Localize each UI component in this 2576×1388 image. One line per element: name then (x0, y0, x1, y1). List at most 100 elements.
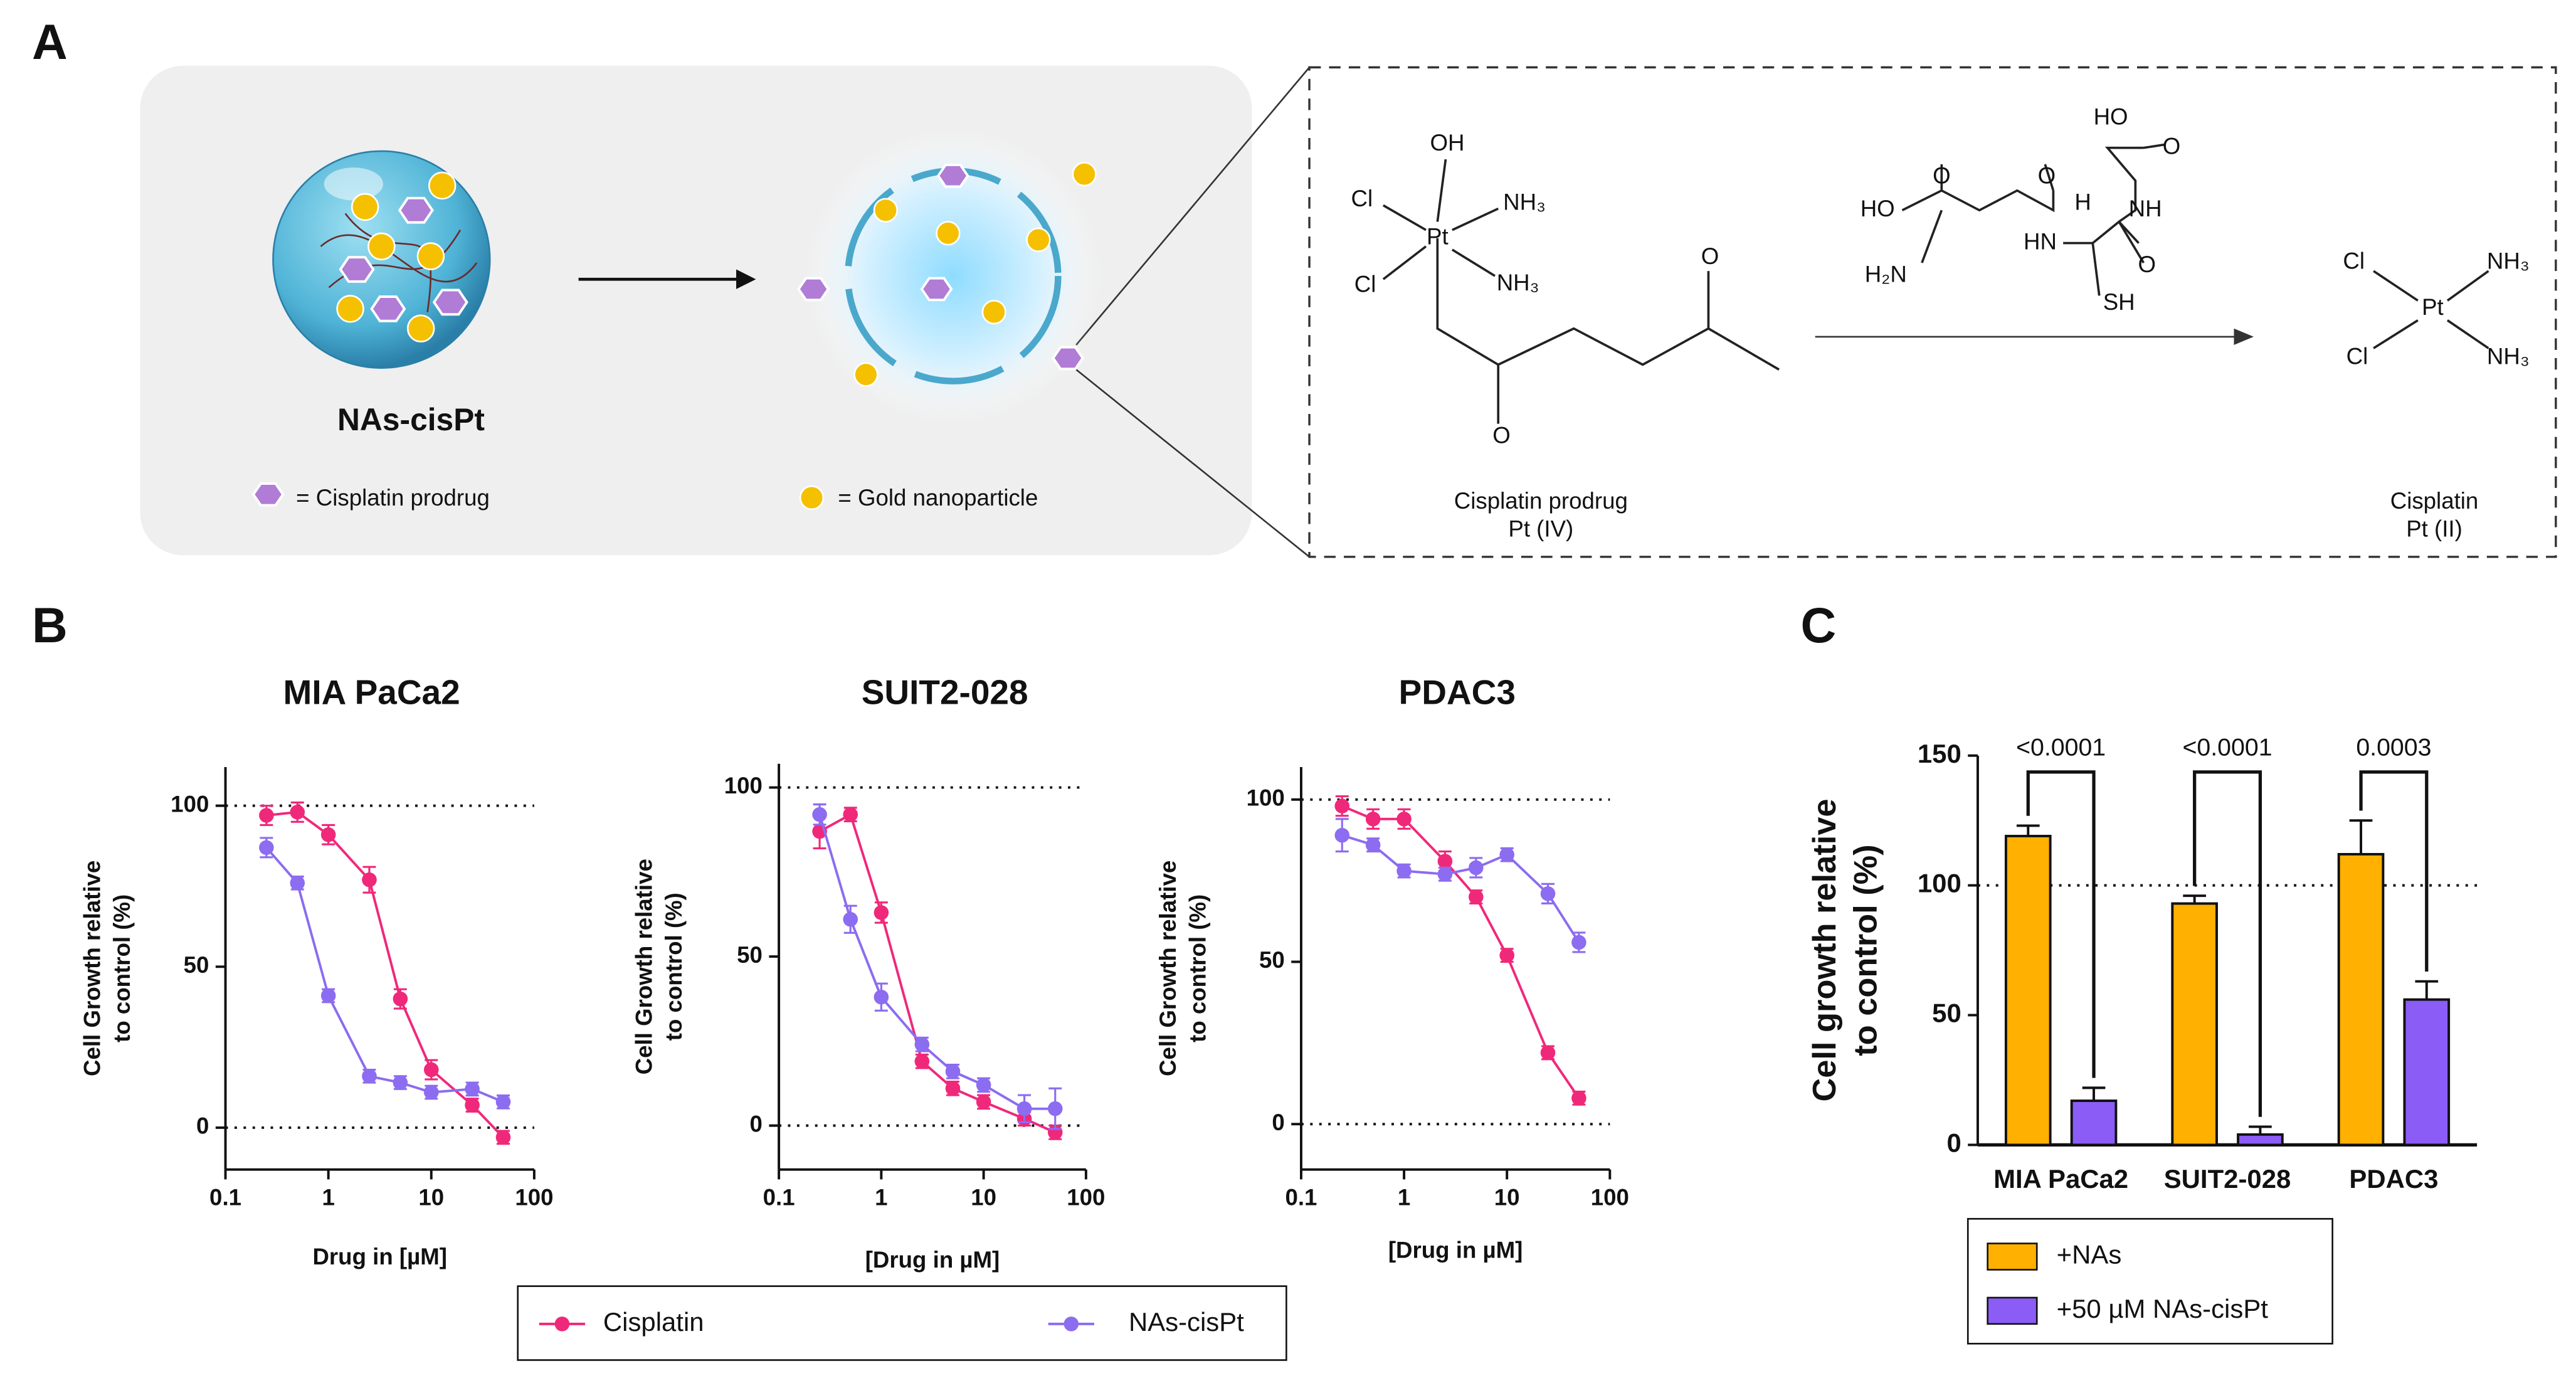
y-tick-label: 0 (1272, 1110, 1284, 1135)
data-point (1571, 1091, 1586, 1106)
x-tick-label: 10 (418, 1185, 444, 1211)
zoom-line (1075, 369, 1310, 558)
data-point (424, 1084, 439, 1100)
atom-label: NH₃ (1497, 270, 1539, 295)
atom-label: NH (2129, 196, 2162, 221)
data-point (259, 840, 274, 856)
gold-icon (351, 193, 379, 221)
atom-label: NH₃ (2487, 248, 2530, 274)
x-axis-label: [Drug in µM] (865, 1247, 1000, 1273)
y-tick-label: 50 (1932, 999, 1961, 1028)
p-value: <0.0001 (2183, 734, 2272, 761)
data-point (1396, 812, 1412, 827)
legend-label: +50 µM NAs-cisPt (2057, 1294, 2269, 1323)
x-tick-label: 0.1 (1285, 1185, 1317, 1211)
data-point (465, 1098, 480, 1113)
y-axis-label: Cell growth relative (1807, 799, 1843, 1102)
x-axis-label: [Drug in µM] (1388, 1237, 1523, 1263)
y-tick-label: 0 (196, 1113, 209, 1139)
highlight (324, 167, 383, 201)
atom-label: HO (2094, 103, 2128, 129)
series-line (819, 812, 1056, 1134)
data-point (1499, 847, 1514, 862)
x-tick-label: 100 (1591, 1185, 1629, 1211)
atom-label: HO (1861, 196, 1895, 221)
y-tick-label: 0 (1946, 1128, 1961, 1157)
panel-label: C (1801, 598, 1837, 653)
x-tick-label: SUIT2-028 (2164, 1164, 2291, 1194)
y-axis-label: to control (%) (1847, 844, 1884, 1056)
significance-bracket (2359, 770, 2429, 972)
compound-name: Pt (IV) (1508, 516, 1573, 542)
significance-bracket (2026, 770, 2096, 1078)
data-point (259, 808, 274, 823)
legend-label: Cisplatin (603, 1307, 704, 1337)
data-point (393, 991, 408, 1007)
data-point (393, 1075, 408, 1090)
data-point (874, 989, 889, 1005)
y-tick-label: 100 (1918, 869, 1961, 898)
y-axis-label: Cell Growth relative (1155, 861, 1181, 1076)
data-point (843, 807, 858, 822)
legend-box (517, 1285, 1287, 1361)
chart-title: SUIT2-028 (862, 672, 1028, 711)
data-point (320, 988, 336, 1004)
gold-icon (936, 221, 961, 246)
prodrug-icon (339, 256, 375, 283)
gold-icon (873, 198, 899, 223)
atom-label: O (2038, 163, 2056, 189)
legend-label: +NAs (2057, 1240, 2122, 1269)
atom-label: Pt (1427, 223, 1449, 249)
atom-label: HN (2024, 228, 2057, 254)
atom-label: NH₃ (1503, 189, 1546, 215)
compound-name: Pt (II) (2406, 516, 2463, 542)
data-point (1437, 867, 1453, 882)
gold-icon (336, 295, 364, 323)
atom-label: O (1492, 422, 1511, 448)
error-bar (2082, 1086, 2106, 1101)
p-value: <0.0001 (2016, 734, 2106, 761)
gold-icon (799, 485, 825, 511)
legend-swatch (1987, 1296, 2038, 1325)
panel-label: B (32, 598, 68, 653)
significance-bracket (2193, 770, 2262, 1117)
data-point (1334, 827, 1350, 843)
y-axis-label: Cell Growth relative (631, 859, 657, 1074)
data-point (976, 1094, 991, 1110)
x-tick-label: PDAC3 (2349, 1164, 2438, 1194)
error-bar (2415, 980, 2439, 1000)
data-point (495, 1094, 511, 1110)
series-line (818, 814, 1055, 1110)
gold-icon (416, 242, 445, 270)
y-axis-label: to control (%) (109, 894, 135, 1042)
gold-icon (1026, 227, 1051, 253)
legend-swatch (1987, 1242, 2038, 1271)
data-point (1396, 863, 1412, 879)
prodrug-icon (797, 277, 830, 302)
legend-marker (554, 1316, 570, 1332)
atom-label: Pt (2422, 294, 2444, 320)
zoom-box (1308, 66, 2557, 558)
y-tick-label: 100 (171, 791, 209, 817)
legend-text: = Gold nanoparticle (838, 485, 1038, 511)
data-point (874, 905, 889, 920)
x-tick-label: 0.1 (763, 1185, 795, 1211)
data-point (914, 1054, 930, 1069)
atom-label: OH (1430, 130, 1465, 156)
compound-name: Cisplatin (2390, 488, 2479, 514)
y-axis-label: to control (%) (1185, 894, 1210, 1042)
y-tick-label: 50 (1259, 947, 1285, 973)
atom-label: NH₃ (2487, 344, 2530, 369)
caption: NAs-cisPt (337, 402, 485, 437)
data-point (976, 1078, 991, 1093)
error-bar (2016, 824, 2040, 836)
atom-label: H (2074, 189, 2091, 215)
data-point (362, 872, 377, 887)
atom-label: O (2163, 133, 2181, 159)
bar (2337, 852, 2385, 1147)
gold-icon (981, 299, 1006, 325)
atom-label: Cl (1354, 271, 1376, 297)
atom-label: H₂N (1865, 262, 1907, 287)
